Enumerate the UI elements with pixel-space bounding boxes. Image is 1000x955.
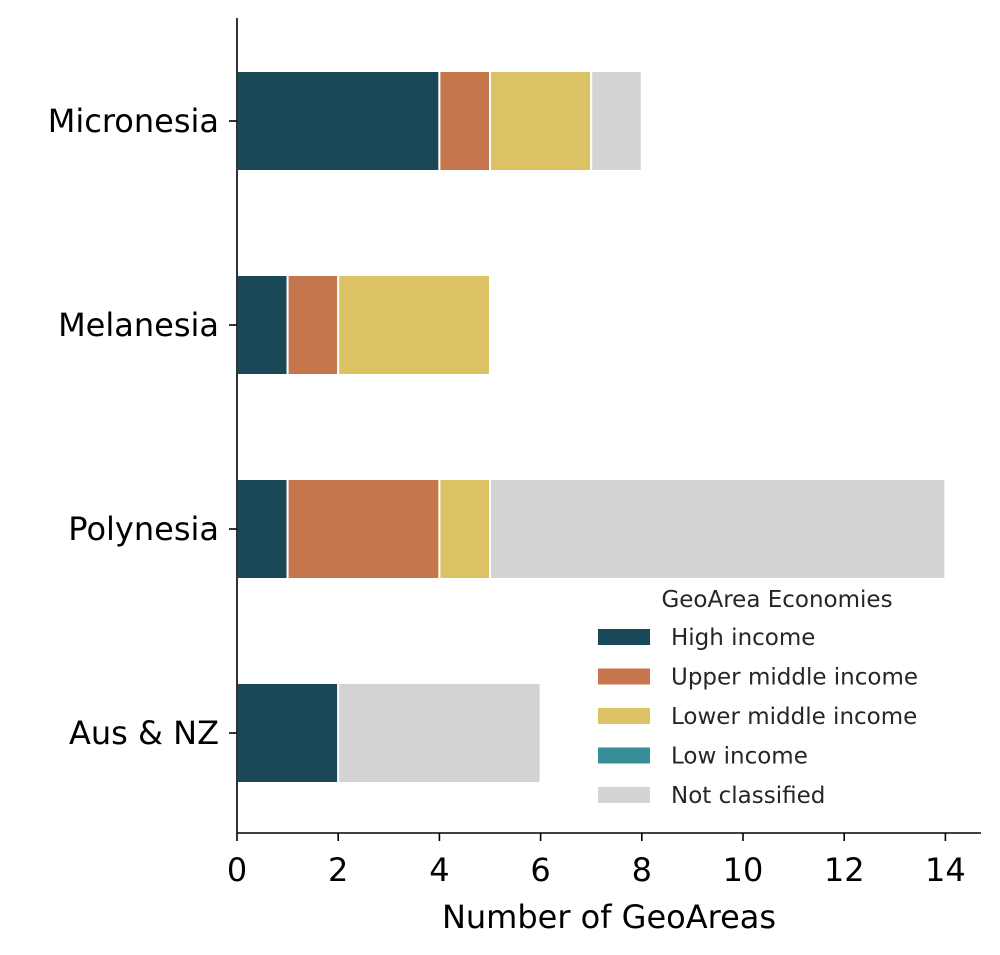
bar-melanesia-lower-middle-income [337,274,492,376]
legend-swatch-lower-middle-income [598,708,650,724]
x-tick-label-2: 2 [328,851,348,889]
x-tick-label-6: 6 [530,851,550,889]
legend-label-lower-middle-income: Lower middle income [671,704,917,730]
legend-label-high-income: High income [671,625,815,651]
x-axis-title: Number of GeoAreas [442,898,776,936]
bar-polynesia-not-classified [489,478,947,580]
x-ticks-group: 0 2 4 6 8 10 12 14 [227,833,966,889]
bar-melanesia-upper-middle-income [286,274,340,376]
y-tick-label-melanesia: Melanesia [58,306,219,344]
x-tick-label-4: 4 [429,851,449,889]
bars-group [236,70,947,784]
bar-polynesia-upper-middle-income [286,478,441,580]
y-tick-label-polynesia: Polynesia [68,510,219,548]
x-tick-label-10: 10 [723,851,764,889]
x-tick-label-12: 12 [824,851,865,889]
x-tick-label-0: 0 [227,851,247,889]
legend-swatch-low-income [598,747,650,764]
bar-micronesia-upper-middle-income [438,70,491,172]
legend-label-not-classified: Not classified [671,783,825,809]
legend-background [586,578,976,818]
bar-aus-and-nz-high-income [236,682,340,784]
y-ticks-group: Micronesia Melanesia Polynesia Aus & NZ [48,102,237,752]
bar-micronesia-lower-middle-income [489,70,593,172]
legend-swatch-high-income [598,629,650,645]
bar-melanesia-high-income [236,274,289,376]
x-tick-label-8: 8 [632,851,652,889]
legend-label-upper-middle-income: Upper middle income [671,665,918,691]
legend-items: High income Upper middle income Lower midd… [598,625,918,809]
bar-aus-and-nz-not-classified [337,682,542,784]
bar-polynesia-lower-middle-income [438,478,491,580]
bar-polynesia-high-income [236,478,289,580]
y-tick-label-aus-and-nz: Aus & NZ [69,714,219,752]
legend-title: GeoArea Economies [661,587,892,613]
axes-group [236,18,981,834]
legend-swatch-upper-middle-income [598,668,650,685]
x-tick-label-14: 14 [925,851,966,889]
legend-swatch-not-classified [598,787,650,803]
legend-label-low-income: Low income [671,744,808,770]
bar-micronesia-not-classified [590,70,643,172]
y-tick-label-micronesia: Micronesia [48,102,219,140]
legend: GeoArea Economies High income Upper middl… [586,578,976,818]
bar-micronesia-high-income [236,70,441,172]
